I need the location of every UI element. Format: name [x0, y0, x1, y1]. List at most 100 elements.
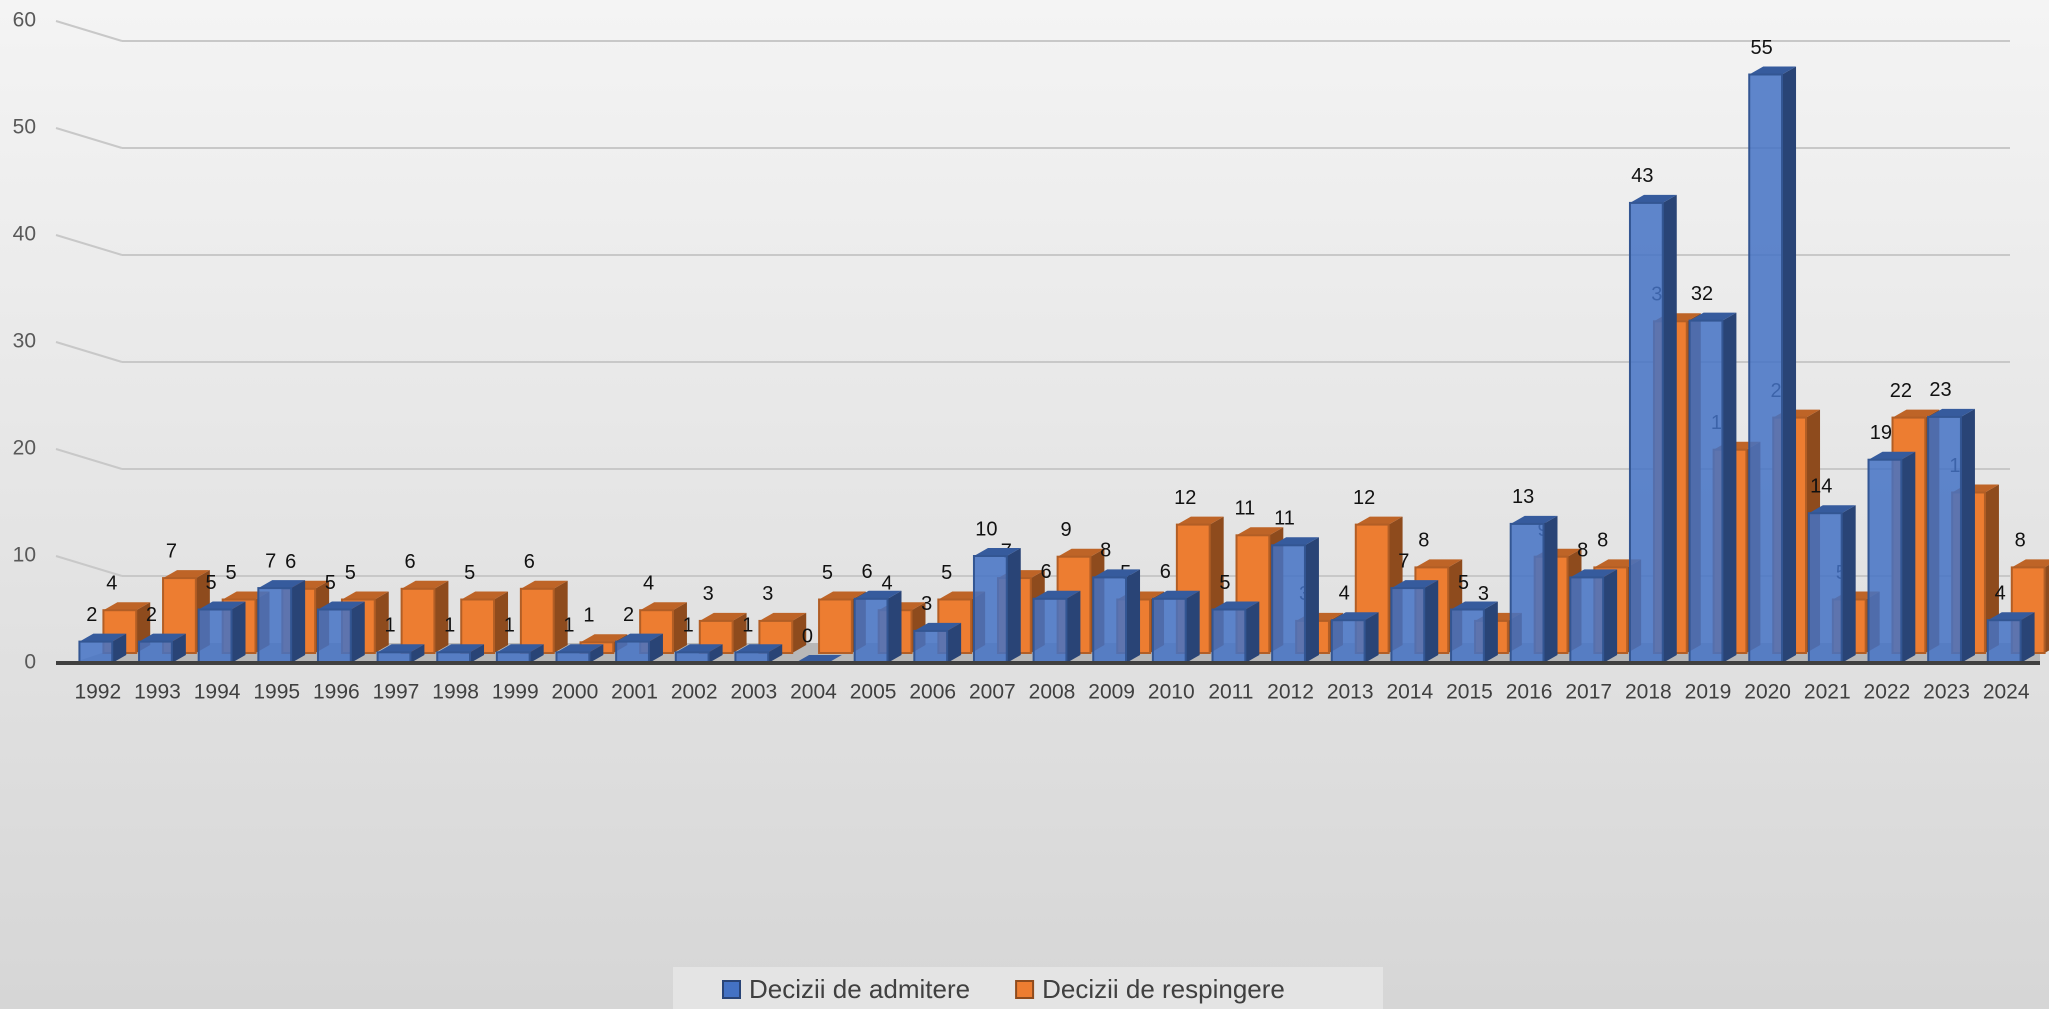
bar-top [1415, 559, 1463, 568]
x-tick-label: 1995 [253, 681, 300, 704]
bar-top [341, 591, 389, 600]
bar-side [171, 633, 186, 663]
bar-top [1212, 601, 1260, 610]
bar-side [1722, 312, 1737, 663]
value-label: 6 [285, 551, 296, 573]
bar-side [1066, 590, 1081, 663]
bar-top [1570, 569, 1618, 578]
bar-side [434, 580, 449, 653]
bar-side [1782, 66, 1797, 663]
grid-line [55, 555, 123, 577]
value-label: 43 [1631, 165, 1653, 187]
bar-side [887, 590, 902, 663]
x-tick-label: 2009 [1088, 681, 1135, 704]
x-tick-label: 2015 [1446, 681, 1493, 704]
value-label: 7 [1398, 550, 1409, 572]
value-label: 2 [623, 604, 634, 626]
value-label: 4 [106, 572, 117, 594]
bar-top [556, 644, 604, 653]
value-label: 12 [1174, 487, 1196, 509]
value-label: 2 [146, 604, 157, 626]
bar-top [735, 644, 783, 653]
bar [1151, 597, 1187, 664]
bar [1032, 597, 1068, 664]
bar-side [1841, 505, 1856, 663]
bar-top [2011, 559, 2049, 568]
bar [818, 598, 853, 654]
x-tick-label: 2002 [671, 681, 718, 704]
bar-side [1483, 601, 1498, 663]
x-tick-label: 1996 [313, 681, 360, 704]
bar-top [377, 644, 425, 653]
value-label: 32 [1691, 283, 1713, 305]
bar-top [1272, 537, 1319, 546]
bar-top [198, 601, 246, 610]
bar [1211, 608, 1247, 664]
y-tick-label: 10 [13, 544, 36, 567]
bar [913, 629, 949, 665]
bar [1450, 608, 1485, 664]
bar-top [759, 612, 807, 621]
x-tick-label: 2020 [1744, 681, 1791, 704]
bar-side [1006, 548, 1021, 663]
bar [1330, 619, 1366, 665]
bar-top [699, 612, 747, 621]
value-label: 8 [1597, 530, 1608, 552]
bar-side [553, 580, 568, 653]
x-tick-label: 2006 [909, 681, 956, 704]
bar [316, 608, 352, 664]
bar-side [732, 612, 747, 653]
bar-side [1901, 451, 1916, 663]
value-label: 5 [226, 562, 237, 584]
grid-line [55, 341, 123, 363]
y-tick-label: 40 [13, 223, 36, 246]
bar-top [616, 633, 663, 642]
value-label: 3 [921, 593, 932, 615]
bar-top [1808, 505, 1856, 514]
bar-top [139, 633, 186, 642]
x-tick-label: 2003 [730, 681, 777, 704]
bar-top [854, 590, 902, 599]
bar [519, 587, 555, 654]
bar-top [973, 548, 1021, 556]
bar-top [1510, 515, 1558, 524]
bar-top [1093, 569, 1141, 578]
y-tick-label: 0 [24, 651, 36, 674]
bar-top [79, 633, 127, 642]
value-label: 5 [345, 562, 356, 584]
value-label: 1 [742, 615, 753, 637]
legend-swatch [722, 980, 741, 999]
bar-side [2020, 612, 2035, 663]
bar-side [1662, 194, 1677, 663]
y-tick-label: 60 [13, 9, 36, 32]
bar-side [494, 591, 509, 653]
value-label: 1 [563, 615, 574, 637]
legend-label: Decizii de respingere [1042, 974, 1285, 1004]
x-tick-label: 2017 [1565, 681, 1612, 704]
bar-top [1451, 601, 1498, 610]
bar-side [708, 644, 723, 663]
bar-top [1057, 548, 1105, 557]
grid-line [55, 234, 123, 256]
bar [1628, 201, 1664, 664]
bar-side [410, 644, 425, 663]
bar [1092, 576, 1128, 665]
y-tick-label: 30 [13, 330, 36, 353]
bar [1688, 319, 1724, 664]
value-label: 8 [1577, 540, 1588, 562]
value-label: 12 [1353, 487, 1375, 509]
value-label: 6 [524, 551, 535, 573]
bar-top [437, 644, 485, 653]
bar-side [672, 602, 687, 653]
value-label: 1 [504, 615, 515, 637]
value-label: 4 [643, 572, 654, 594]
bar [257, 587, 293, 664]
bar-side [291, 580, 306, 663]
value-label: 55 [1751, 37, 1773, 59]
bar-top [520, 580, 568, 589]
bar-side [2044, 564, 2049, 653]
value-label: 7 [265, 550, 276, 572]
x-tick-label: 2000 [552, 681, 599, 704]
value-label: 8 [2015, 530, 2026, 552]
